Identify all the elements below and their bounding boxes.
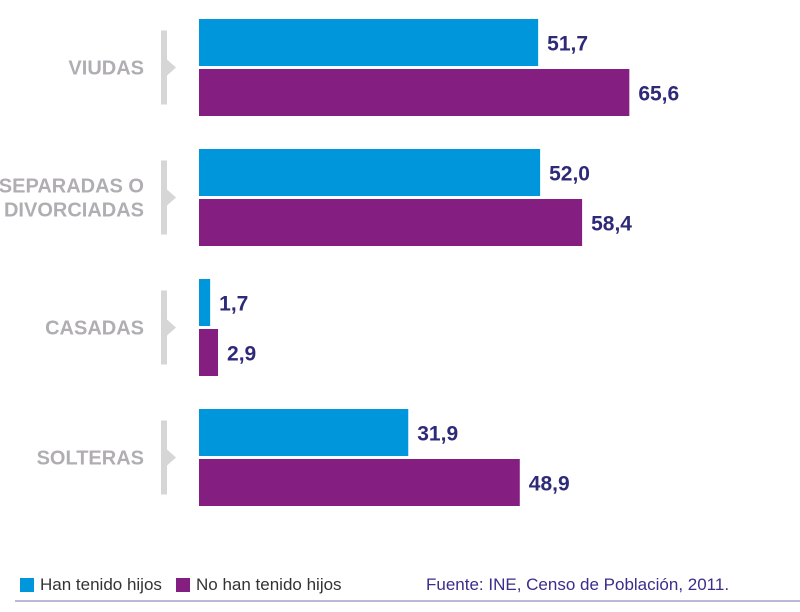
category-bracket (161, 420, 167, 495)
bar (199, 19, 539, 66)
bar (199, 199, 583, 246)
bar (199, 69, 630, 116)
data-label: 65,6 (638, 83, 679, 106)
category-bracket (161, 160, 167, 235)
legend-label: No han tenido hijos (196, 575, 342, 594)
bar (199, 279, 211, 326)
data-label: 2,9 (227, 343, 256, 366)
data-label: 52,0 (549, 163, 590, 186)
data-label: 31,9 (417, 423, 458, 446)
data-label: 58,4 (591, 213, 632, 236)
bar (199, 459, 520, 506)
category-label: VIUDAS (68, 58, 144, 80)
legend-swatch (176, 578, 190, 592)
category-bracket (161, 290, 167, 365)
legend-swatch (20, 578, 34, 592)
category-arrow-icon (167, 449, 176, 466)
legend-label: Han tenido hijos (40, 575, 162, 594)
category-label: SOLTERAS (37, 448, 144, 470)
source-note: Fuente: INE, Censo de Población, 2011. (426, 575, 730, 594)
category-bracket (161, 30, 167, 105)
bar (199, 409, 409, 456)
category-arrow-icon (167, 189, 176, 206)
category-label: SEPARADAS O (0, 176, 144, 198)
category-arrow-icon (167, 319, 176, 336)
legend-item-no-han-tenido-hijos: No han tenido hijos (176, 575, 342, 595)
bar (199, 329, 219, 376)
data-label: 51,7 (547, 33, 588, 56)
category-label: DIVORCIADAS (4, 200, 144, 222)
bottom-rule (15, 600, 800, 602)
legend-item-han-tenido-hijos: Han tenido hijos (20, 575, 162, 595)
category-label: CASADAS (45, 318, 144, 340)
bar (199, 149, 541, 196)
data-label: 1,7 (219, 293, 248, 316)
data-label: 48,9 (529, 473, 570, 496)
category-arrow-icon (167, 59, 176, 76)
